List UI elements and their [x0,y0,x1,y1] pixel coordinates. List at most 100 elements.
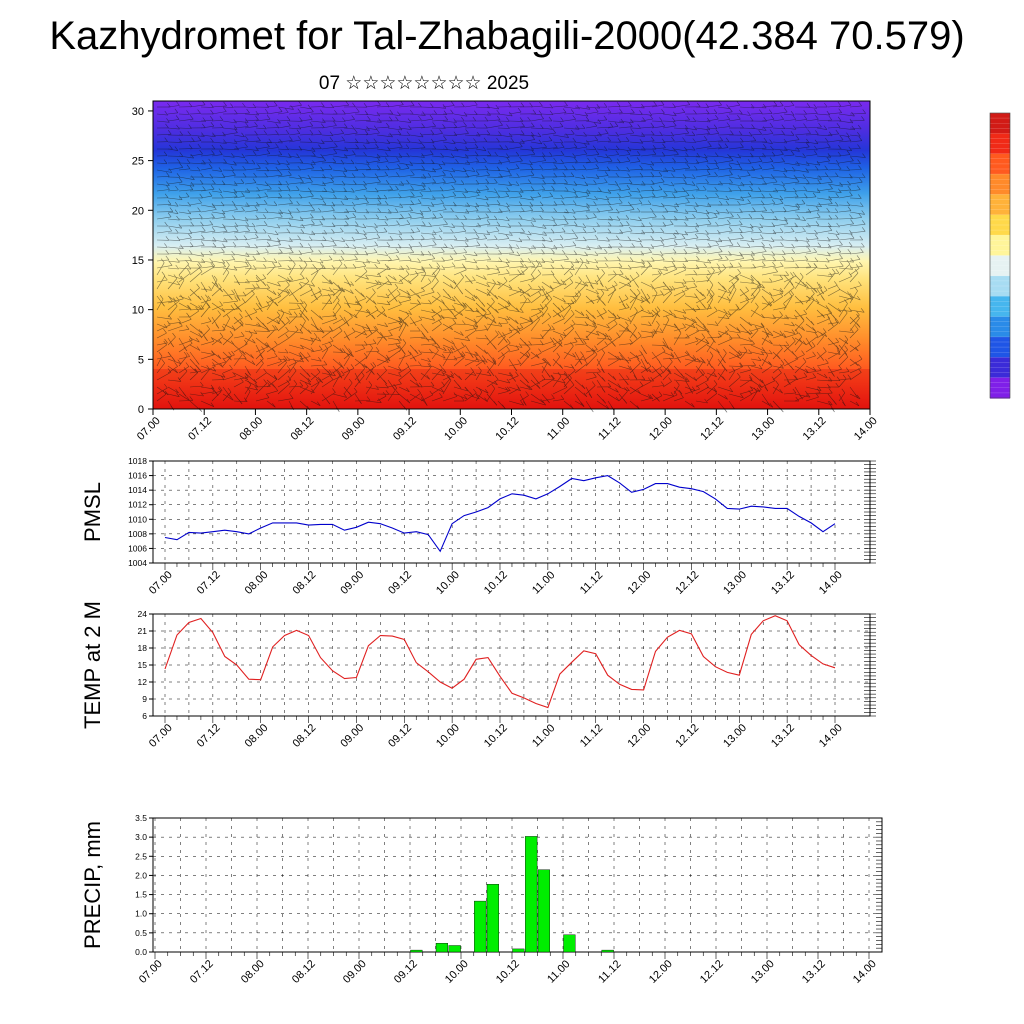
wind-barb-flag [179,131,184,136]
wind-barb [662,323,678,328]
wind-barb [332,133,344,136]
wind-barb-flag [414,349,419,354]
wind-barb-flag [416,299,421,304]
wind-barb [310,260,324,264]
wind-barb [211,105,227,108]
wind-barb-flag [338,287,342,292]
wind-barb-flag [346,303,351,308]
wind-barb [618,325,629,339]
wind-barb-flag [857,132,861,137]
wind-barb-flag [627,317,632,322]
wind-barb-flag [857,159,861,164]
wind-barb [277,294,289,304]
wind-barb-flag [569,271,574,276]
wind-barb [717,155,731,159]
wind-barb-flag [343,167,348,172]
wind-barb-flag [718,254,723,259]
wind-barb [651,273,663,276]
wind-barb-flag [363,340,368,346]
wind-barb [497,342,511,353]
wind-barb [695,146,712,150]
wind-barb [431,295,441,304]
wind-barb-flag [726,296,731,301]
wind-barb [365,292,376,304]
wind-barb-flag [395,185,399,190]
wind-barb-flag [651,192,656,197]
wind-barb [233,343,248,353]
wind-barb-flag [285,180,290,186]
wind-barb [772,189,787,192]
wind-barb-flag [562,280,567,286]
wind-barb [387,113,401,116]
wind-barb-flag [694,336,699,342]
wind-barb-flag [195,360,200,365]
wind-barb [530,105,543,108]
wind-barb-flag [662,281,667,286]
wind-barb-flag [578,276,582,281]
wind-barb-flag [290,105,294,110]
wind-barb-flag [820,356,825,361]
wind-barb [574,141,590,145]
wind-barb-flag [483,308,487,313]
wind-barb [673,281,687,284]
wind-barb [299,176,311,180]
wind-barb [651,324,660,339]
wind-barb-flag [760,200,765,205]
wind-barb [618,176,631,178]
wind-barb-flag [607,108,612,113]
wind-barb [266,120,281,124]
wind-barb [662,237,677,241]
wind-barb-flag [719,180,723,186]
wind-barb-flag [564,186,569,192]
wind-barb [431,217,443,220]
wind-barb-flag [726,122,731,127]
wind-barb [728,237,744,241]
wind-barb [321,239,334,242]
wind-barb-flag [314,295,318,300]
wind-barb [365,295,377,305]
wind-barb-flag [543,143,547,148]
wind-barb [673,119,690,122]
wind-barb [277,169,290,171]
wind-barb [563,295,579,297]
wind-barb-flag [529,318,533,324]
wind-barb [222,368,233,374]
wind-barb-flag [206,303,211,309]
wind-barb [673,309,686,314]
wind-barb [464,174,480,178]
wind-barb-flag [648,321,652,326]
wind-barb-flag [773,101,778,106]
wind-barb-flag [373,138,378,143]
wind-barb [805,287,822,290]
wind-barb [156,344,167,353]
wind-barb-flag [847,185,852,191]
wind-barb-flag [273,101,278,106]
wind-barb-flag [857,295,861,301]
wind-barb [651,312,659,325]
wind-barb-flag [616,166,620,171]
wind-barb [222,272,230,283]
wind-barb-flag [374,223,378,228]
wind-barb-flag [703,135,708,141]
wind-barb [255,224,268,227]
wind-barb [486,190,498,193]
wind-barb-flag [372,339,377,344]
wind-barb [486,211,503,213]
wind-barb-flag [571,129,575,135]
wind-barb-flag [451,167,456,173]
wind-barb-flag [383,336,388,341]
wind-barb-flag [779,344,783,349]
wind-barb [728,217,741,220]
wind-barb [530,141,542,145]
wind-barb [332,197,348,200]
wind-barb-flag [604,256,608,262]
wind-barb [530,319,540,332]
wind-barb-flag [372,362,377,367]
wind-barb-flag [344,195,349,200]
wind-barb-flag [357,301,361,307]
wind-barb-flag [770,115,775,120]
wind-barb-flag [338,361,343,367]
wind-barb-flag [501,352,505,357]
wind-barb [706,372,717,378]
wind-barb-flag [603,103,608,108]
